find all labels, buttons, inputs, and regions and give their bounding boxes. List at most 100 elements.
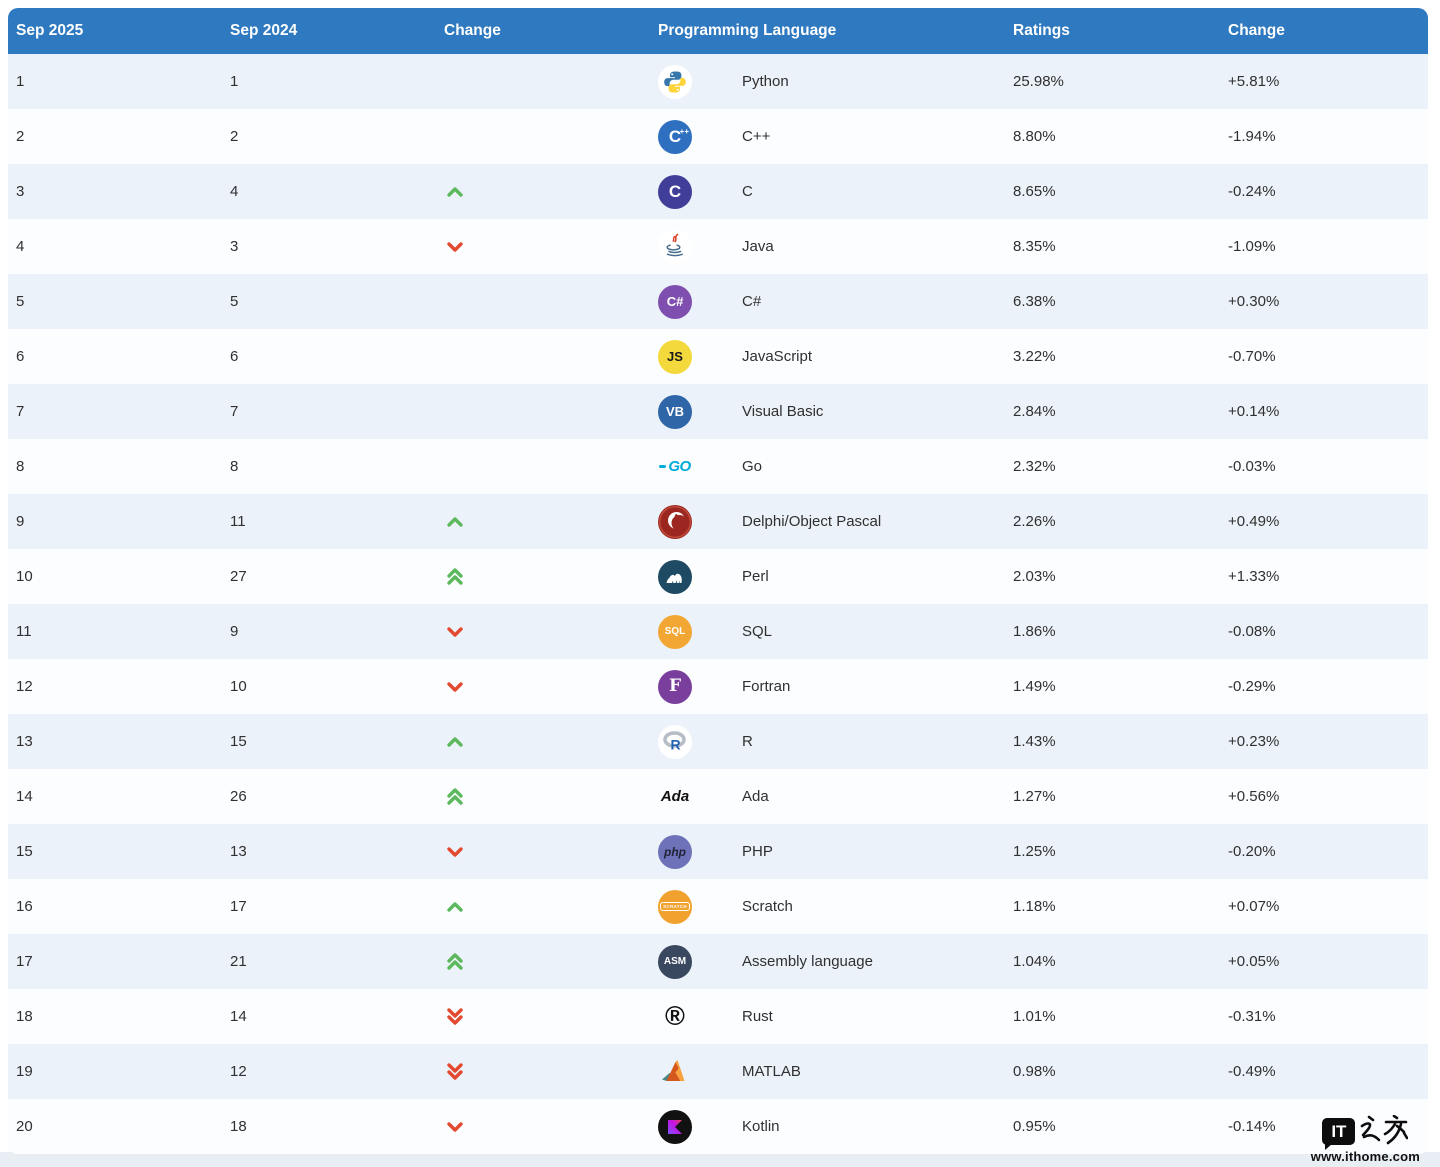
rating-change-value: +0.30% xyxy=(1228,293,1280,310)
rank-change-cell xyxy=(436,787,650,806)
ithome-cn-characters-icon xyxy=(1361,1115,1409,1145)
rating-change-value: +0.56% xyxy=(1228,788,1280,805)
table-row: 12 10 F Fortran 1.49% -0.29% xyxy=(8,659,1428,714)
tiobe-index-table: Sep 2025 Sep 2024 Change Programming Lan… xyxy=(8,8,1428,1154)
language-cell: SCRATCH Scratch xyxy=(650,889,1005,924)
rating-change-value: -0.29% xyxy=(1228,678,1276,695)
rank-change-cell xyxy=(436,952,650,971)
table-row: 2 2 C ++ C++ 8.80% -1.94% xyxy=(8,109,1428,164)
down-double-arrow-icon xyxy=(447,1063,463,1080)
table-row: 20 18 Kotlin 0.95% -0.14% xyxy=(8,1099,1428,1154)
rank-2025: 7 xyxy=(16,403,25,420)
language-icon-slot: R xyxy=(658,724,692,759)
rating-value: 1.04% xyxy=(1013,953,1056,970)
down-arrow-icon xyxy=(447,847,463,857)
php-icon: php xyxy=(658,834,692,869)
rank-change-cell xyxy=(436,734,650,749)
language-label: Rust xyxy=(742,1008,773,1025)
rank-2024: 18 xyxy=(230,1118,247,1135)
header-programming-language: Programming Language xyxy=(658,22,837,39)
language-label: JavaScript xyxy=(742,348,813,365)
language-icon-slot: Ada xyxy=(658,780,692,814)
language-cell: Java xyxy=(650,229,1005,264)
rank-2024: 11 xyxy=(230,513,246,530)
svg-text:R: R xyxy=(671,736,681,752)
table-row: 3 4 C C 8.65% -0.24% xyxy=(8,164,1428,219)
rating-value: 8.80% xyxy=(1013,128,1056,145)
language-label: Go xyxy=(742,458,763,475)
table-row: 15 13 php PHP 1.25% -0.20% xyxy=(8,824,1428,879)
rating-value: 1.18% xyxy=(1013,898,1056,915)
rating-change-value: +0.23% xyxy=(1228,733,1280,750)
rank-2025: 4 xyxy=(16,238,25,255)
header-sep-2024: Sep 2024 xyxy=(230,22,298,39)
language-cell: ASM Assembly language xyxy=(650,944,1005,979)
language-label: R xyxy=(742,733,753,750)
table-row: 4 3 Java 8.35% -1.09% xyxy=(8,219,1428,274)
table-row: 6 6 JS JavaScript 3.22% -0.70% xyxy=(8,329,1428,384)
language-cell: Kotlin xyxy=(650,1109,1005,1144)
rank-change-cell xyxy=(436,1119,650,1134)
rank-2025: 6 xyxy=(16,348,25,365)
language-cell: SQL SQL xyxy=(650,614,1005,649)
table-row: 10 27 Perl 2.03% +1.33% xyxy=(8,549,1428,604)
rating-change-value: +1.33% xyxy=(1228,568,1280,585)
table-row: 13 15 R R 1.43% +0.23% xyxy=(8,714,1428,769)
rating-change-value: +5.81% xyxy=(1228,73,1280,90)
language-icon-slot: C xyxy=(658,174,692,209)
ithome-url: www.ithome.com xyxy=(1310,1149,1420,1164)
table-row: 11 9 SQL SQL 1.86% -0.08% xyxy=(8,604,1428,659)
language-cell: Delphi/Object Pascal xyxy=(650,504,1005,539)
rating-value: 1.86% xyxy=(1013,623,1056,640)
rating-change-value: +0.05% xyxy=(1228,953,1280,970)
rank-2024: 12 xyxy=(230,1063,247,1080)
table-row: 5 5 C# C# 6.38% +0.30% xyxy=(8,274,1428,329)
language-icon-slot: C ++ xyxy=(658,119,692,154)
rank-2024: 7 xyxy=(230,403,239,420)
rating-change-value: -0.08% xyxy=(1228,623,1276,640)
down-arrow-icon xyxy=(447,1122,463,1132)
scratch-icon: SCRATCH xyxy=(658,889,692,924)
rank-change-cell xyxy=(436,624,650,639)
language-label: MATLAB xyxy=(742,1063,801,1080)
language-label: Assembly language xyxy=(742,953,873,970)
up-double-arrow-icon xyxy=(447,568,463,585)
rank-2024: 27 xyxy=(230,568,247,585)
language-label: Visual Basic xyxy=(742,403,824,420)
rank-2025: 1 xyxy=(16,73,25,90)
rank-change-cell xyxy=(436,514,650,529)
language-icon-slot: ® xyxy=(658,1000,692,1034)
language-icon-slot: VB xyxy=(658,394,692,429)
rank-2025: 11 xyxy=(16,623,32,640)
rank-2025: 16 xyxy=(16,898,33,915)
rank-2024: 4 xyxy=(230,183,239,200)
table-row: 8 8 GO Go 2.32% -0.03% xyxy=(8,439,1428,494)
rank-2025: 9 xyxy=(16,513,25,530)
rank-2025: 5 xyxy=(16,293,25,310)
rating-value: 3.22% xyxy=(1013,348,1056,365)
up-arrow-icon xyxy=(447,902,463,912)
assembly-icon: ASM xyxy=(658,944,692,979)
rating-value: 0.95% xyxy=(1013,1118,1056,1135)
rank-2025: 8 xyxy=(16,458,25,475)
rank-2024: 2 xyxy=(230,128,239,145)
language-cell: C# C# xyxy=(650,284,1005,319)
rating-change-value: -0.70% xyxy=(1228,348,1276,365)
language-icon-slot xyxy=(658,1055,692,1089)
up-arrow-icon xyxy=(447,517,463,527)
language-label: SQL xyxy=(742,623,773,640)
up-arrow-icon xyxy=(447,737,463,747)
language-icon-slot: SQL xyxy=(658,614,692,649)
language-cell: C C xyxy=(650,174,1005,209)
rating-value: 2.03% xyxy=(1013,568,1056,585)
down-arrow-icon xyxy=(447,627,463,637)
language-cell: ® Rust xyxy=(650,1000,1005,1034)
ada-icon: Ada xyxy=(660,788,690,805)
rank-2025: 15 xyxy=(16,843,33,860)
rank-change-cell xyxy=(436,844,650,859)
language-label: Kotlin xyxy=(742,1118,780,1135)
matlab-icon xyxy=(658,1055,692,1089)
table-row: 7 7 VB Visual Basic 2.84% +0.14% xyxy=(8,384,1428,439)
rank-2024: 1 xyxy=(230,73,239,90)
rating-value: 1.43% xyxy=(1013,733,1056,750)
